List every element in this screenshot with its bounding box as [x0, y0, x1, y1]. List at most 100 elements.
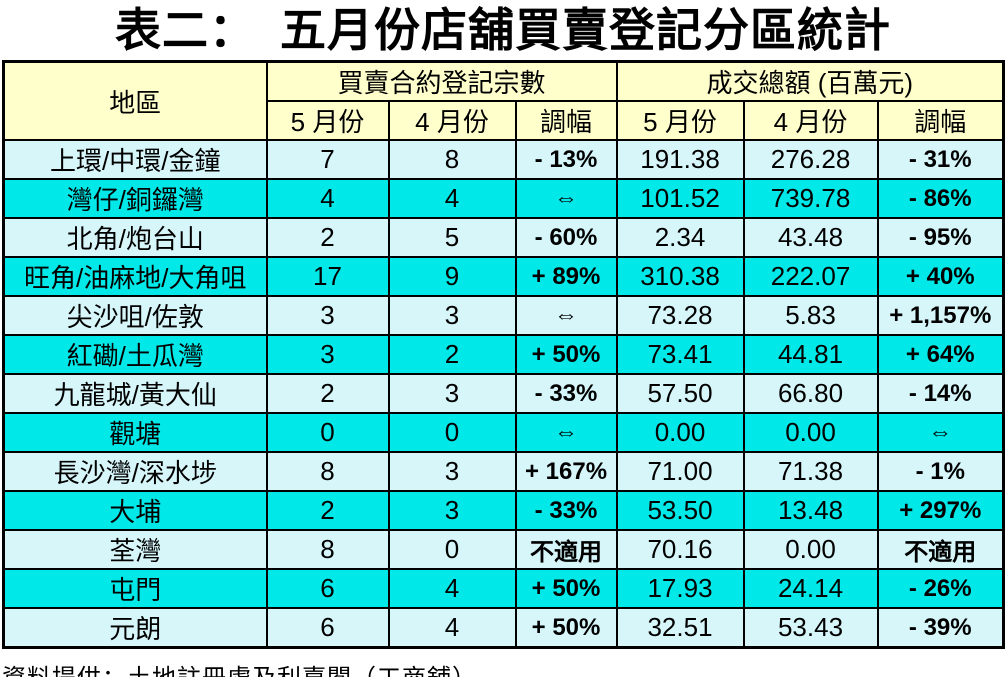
amt-change-cell: - 1%	[876, 451, 1005, 492]
reg-apr-cell: 0	[387, 529, 517, 570]
amt-change-cell: - 39%	[876, 607, 1005, 649]
reg-may-cell: 4	[265, 178, 390, 219]
column-header-district: 地區	[2, 60, 268, 141]
reg-may-cell: 0	[265, 412, 390, 453]
reg-change-cell: - 13%	[514, 139, 618, 180]
column-header-reg-apr: 4 月份	[387, 100, 517, 141]
amt-apr-cell: 43.48	[742, 217, 879, 258]
amt-apr-cell: 5.83	[742, 295, 879, 336]
amt-apr-cell: 0.00	[742, 529, 879, 570]
reg-may-cell: 7	[265, 139, 390, 180]
reg-change-cell: ⇔	[514, 412, 618, 453]
amt-change-cell: + 1,157%	[876, 295, 1005, 336]
reg-apr-cell: 4	[387, 178, 517, 219]
reg-may-cell: 8	[265, 529, 390, 570]
amt-may-cell: 53.50	[615, 490, 745, 531]
table-row: 北角/炮台山 2 5 - 60% 2.34 43.48 - 95%	[2, 217, 1005, 258]
table-row: 上環/中環/金鐘 7 8 - 13% 191.38 276.28 - 31%	[2, 139, 1005, 180]
amt-may-cell: 73.41	[615, 334, 745, 375]
column-header-amt-apr: 4 月份	[742, 100, 879, 141]
table-row: 灣仔/銅鑼灣 4 4 ⇔ 101.52 739.78 - 86%	[2, 178, 1005, 219]
reg-may-cell: 6	[265, 568, 390, 609]
amt-change-cell: - 95%	[876, 217, 1005, 258]
header-sub-row: 5 月份 4 月份 調幅 5 月份 4 月份 調幅	[4, 100, 1005, 141]
amt-may-cell: 191.38	[615, 139, 745, 180]
amt-apr-cell: 222.07	[742, 256, 879, 297]
reg-apr-cell: 3	[387, 451, 517, 492]
amt-apr-cell: 0.00	[742, 412, 879, 453]
district-cell: 屯門	[2, 568, 268, 609]
reg-apr-cell: 4	[387, 607, 517, 649]
reg-apr-cell: 9	[387, 256, 517, 297]
reg-apr-cell: 3	[387, 295, 517, 336]
column-header-reg-may: 5 月份	[265, 100, 390, 141]
reg-change-cell: ⇔	[514, 178, 618, 219]
reg-apr-cell: 0	[387, 412, 517, 453]
reg-change-cell: + 50%	[514, 568, 618, 609]
district-cell: 元朗	[2, 607, 268, 649]
amt-change-cell: + 40%	[876, 256, 1005, 297]
amt-may-cell: 0.00	[615, 412, 745, 453]
reg-apr-cell: 8	[387, 139, 517, 180]
table-header: 地區 買賣合約登記宗數 成交總額 (百萬元) 5 月份 4 月份 調幅 5 月份…	[2, 60, 1005, 141]
reg-change-cell: 不適用	[514, 529, 618, 570]
district-cell: 旺角/油麻地/大角咀	[2, 256, 268, 297]
statistics-table: 地區 買賣合約登記宗數 成交總額 (百萬元) 5 月份 4 月份 調幅 5 月份…	[2, 60, 1006, 649]
table-row: 大埔 2 3 - 33% 53.50 13.48 + 297%	[2, 490, 1005, 531]
amt-may-cell: 310.38	[615, 256, 745, 297]
district-cell: 紅磡/土瓜灣	[2, 334, 268, 375]
column-group-total-amount: 成交總額 (百萬元)	[615, 60, 1005, 102]
table-row: 紅磡/土瓜灣 3 2 + 50% 73.41 44.81 + 64%	[2, 334, 1005, 375]
amt-change-cell: - 31%	[876, 139, 1005, 180]
district-cell: 長沙灣/深水埗	[2, 451, 268, 492]
district-cell: 九龍城/黃大仙	[2, 373, 268, 414]
reg-apr-cell: 5	[387, 217, 517, 258]
amt-change-cell: - 26%	[876, 568, 1005, 609]
district-cell: 北角/炮台山	[2, 217, 268, 258]
amt-apr-cell: 739.78	[742, 178, 879, 219]
column-group-registrations: 買賣合約登記宗數	[265, 60, 618, 102]
amt-change-cell: + 64%	[876, 334, 1005, 375]
header-group-row: 地區 買賣合約登記宗數 成交總額 (百萬元)	[2, 60, 1005, 141]
table-row: 屯門 6 4 + 50% 17.93 24.14 - 26%	[2, 568, 1005, 609]
table-body: 上環/中環/金鐘 7 8 - 13% 191.38 276.28 - 31% 灣…	[2, 139, 1005, 649]
source-note: 資料提供：土地註冊處及利嘉閣（工商舖）	[2, 658, 1006, 677]
reg-change-cell: + 50%	[514, 607, 618, 649]
amt-change-cell: - 14%	[876, 373, 1005, 414]
reg-apr-cell: 3	[387, 373, 517, 414]
reg-may-cell: 3	[265, 295, 390, 336]
reg-apr-cell: 3	[387, 490, 517, 531]
district-cell: 大埔	[2, 490, 268, 531]
reg-apr-cell: 4	[387, 568, 517, 609]
district-cell: 尖沙咀/佐敦	[2, 295, 268, 336]
amt-change-cell: + 297%	[876, 490, 1005, 531]
reg-change-cell: - 33%	[514, 373, 618, 414]
amt-apr-cell: 66.80	[742, 373, 879, 414]
amt-may-cell: 17.93	[615, 568, 745, 609]
amt-apr-cell: 24.14	[742, 568, 879, 609]
table-row: 長沙灣/深水埗 8 3 + 167% 71.00 71.38 - 1%	[2, 451, 1005, 492]
table-row: 元朗 6 4 + 50% 32.51 53.43 - 39%	[2, 607, 1005, 649]
district-cell: 觀塘	[2, 412, 268, 453]
table-row: 旺角/油麻地/大角咀 17 9 + 89% 310.38 222.07 + 40…	[2, 256, 1005, 297]
page-title: 表二： 五月份店舖買賣登記分區統計	[115, 4, 891, 56]
column-header-amt-may: 5 月份	[615, 100, 745, 141]
reg-may-cell: 2	[265, 217, 390, 258]
district-cell: 灣仔/銅鑼灣	[2, 178, 268, 219]
table-row: 荃灣 8 0 不適用 70.16 0.00 不適用	[2, 529, 1005, 570]
amt-may-cell: 71.00	[615, 451, 745, 492]
reg-may-cell: 6	[265, 607, 390, 649]
amt-may-cell: 101.52	[615, 178, 745, 219]
reg-apr-cell: 2	[387, 334, 517, 375]
amt-change-cell: ⇔	[876, 412, 1005, 453]
reg-change-cell: - 33%	[514, 490, 618, 531]
column-header-amt-change: 調幅	[876, 100, 1005, 141]
amt-may-cell: 32.51	[615, 607, 745, 649]
reg-change-cell: + 89%	[514, 256, 618, 297]
amt-may-cell: 73.28	[615, 295, 745, 336]
reg-may-cell: 17	[265, 256, 390, 297]
table-row: 觀塘 0 0 ⇔ 0.00 0.00 ⇔	[2, 412, 1005, 453]
reg-may-cell: 2	[265, 373, 390, 414]
amt-apr-cell: 71.38	[742, 451, 879, 492]
